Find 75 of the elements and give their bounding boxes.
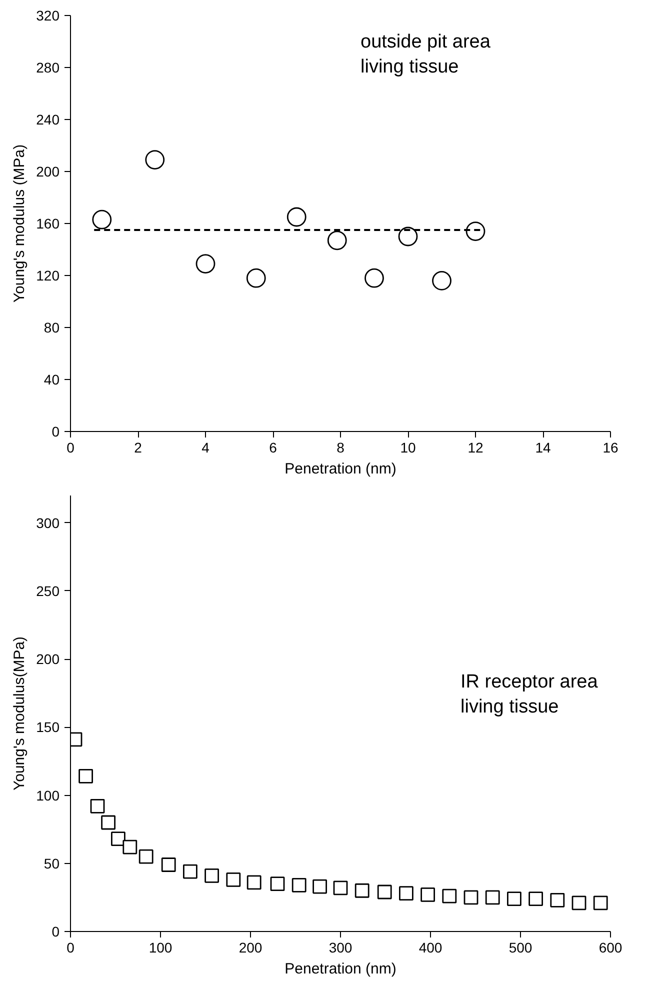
point (226, 872, 241, 887)
y-tick-label: 0 (52, 424, 60, 440)
x-tick-label: 14 (535, 440, 551, 456)
point (122, 840, 138, 854)
point (246, 875, 262, 890)
x-tick-label: 0 (66, 940, 75, 956)
point (292, 878, 306, 892)
annotation: IR receptor area living tissue (460, 672, 598, 718)
point (145, 150, 165, 170)
y-axis-title: Young's modulus(MPa) (11, 636, 28, 791)
point (78, 768, 93, 784)
y-tick-label: 300 (36, 514, 60, 531)
y-tick-label: 250 (36, 582, 60, 599)
y-tick-label: 200 (36, 164, 60, 180)
point (485, 890, 500, 905)
point (364, 268, 384, 288)
point (528, 892, 543, 906)
point (333, 880, 348, 896)
x-tick-label: 8 (336, 440, 345, 456)
y-tick-label: 120 (36, 268, 60, 284)
x-tick-label: 600 (598, 940, 622, 956)
y-tick-label: 40 (44, 372, 60, 388)
x-tick-label: 100 (148, 940, 172, 956)
point (204, 868, 219, 883)
x-axis-title: Penetration (nm) (284, 960, 396, 978)
point (432, 271, 452, 290)
point (196, 254, 216, 274)
x-tick-label: 6 (269, 440, 278, 456)
point (466, 222, 486, 241)
point (464, 890, 478, 905)
point (354, 883, 370, 898)
x-tick-label: 0 (66, 440, 75, 456)
point (111, 832, 126, 846)
point (398, 226, 418, 246)
point (138, 849, 154, 864)
x-tick-label: 500 (508, 940, 532, 956)
point (246, 268, 266, 288)
x-tick-label: 12 (468, 440, 484, 456)
y-tick-label: 320 (36, 8, 60, 24)
point (161, 858, 176, 872)
y-tick-label: 100 (36, 787, 60, 804)
point (90, 798, 105, 814)
annotation: outside pit area living tissue (360, 32, 491, 78)
point (377, 884, 392, 900)
y-tick-label: 80 (44, 320, 60, 336)
point (420, 888, 435, 902)
point (550, 892, 565, 908)
point (507, 892, 522, 906)
x-tick-label: 10 (400, 440, 416, 456)
y-tick-label: 50 (44, 855, 60, 872)
point (101, 815, 116, 830)
point (286, 207, 306, 227)
point (183, 864, 198, 879)
x-tick-label: 16 (602, 440, 618, 456)
x-tick-label: 400 (418, 940, 442, 956)
point (593, 896, 608, 910)
point (399, 886, 414, 901)
point (327, 230, 347, 250)
point (572, 896, 586, 910)
x-tick-label: 200 (238, 940, 262, 956)
x-tick-label: 300 (328, 940, 352, 956)
point (92, 210, 112, 230)
x-axis-title: Penetration (nm) (284, 460, 396, 478)
x-tick-label: 4 (202, 440, 210, 456)
y-tick-label: 0 (52, 924, 60, 940)
y-tick-label: 200 (36, 651, 60, 667)
y-axis-title: Young's modulus (MPa) (11, 144, 28, 303)
point (312, 879, 327, 894)
point (270, 876, 285, 892)
point (442, 888, 457, 904)
y-tick-label: 240 (36, 112, 60, 128)
y-tick-label: 280 (36, 60, 60, 76)
y-tick-label: 150 (36, 719, 60, 736)
y-tick-label: 160 (36, 216, 60, 232)
x-tick-label: 2 (134, 440, 142, 456)
